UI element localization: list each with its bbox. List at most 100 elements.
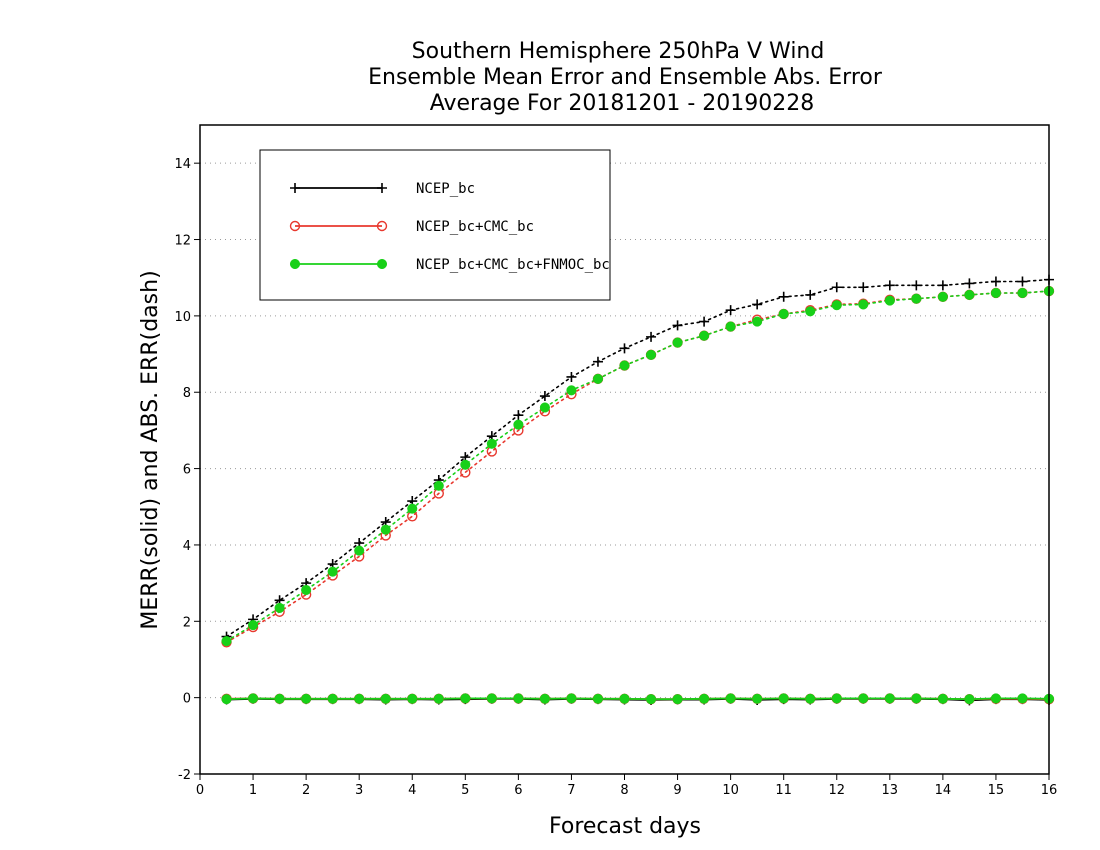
x-tick-label: 9 xyxy=(673,783,681,798)
y-tick-label: -2 xyxy=(178,768,191,783)
mean-error-point xyxy=(221,694,232,705)
mean-error-point xyxy=(911,693,922,704)
mean-error-point xyxy=(805,693,816,704)
abs-error-point xyxy=(513,419,524,430)
abs-error-point xyxy=(778,308,789,320)
x-axis-label: Forecast days xyxy=(549,814,701,839)
chart-title: Southern Hemisphere 250hPa V Wind Ensemb… xyxy=(368,39,883,116)
abs-error-point xyxy=(964,289,975,300)
mean-error-point xyxy=(274,693,285,704)
abs-error-point xyxy=(380,524,391,535)
y-axis-label: MERR(solid) and ABS. ERR(dash) xyxy=(138,270,163,629)
mean-error-point xyxy=(1017,693,1028,704)
abs-error-point xyxy=(619,360,630,371)
abs-error-point xyxy=(672,320,683,331)
title-line-3: Average For 20181201 - 20190228 xyxy=(430,91,815,116)
y-tick-label: 8 xyxy=(183,386,191,401)
abs-error-point xyxy=(752,299,763,310)
mean-error-point xyxy=(407,693,418,704)
mean-error-point xyxy=(592,693,604,704)
mean-error-point xyxy=(699,693,710,704)
abs-error-point xyxy=(831,300,842,311)
abs-error-point xyxy=(646,331,657,342)
abs-error-point xyxy=(805,289,816,300)
abs-error-point xyxy=(433,480,444,491)
abs-error-point xyxy=(805,306,816,317)
y-tick-label: 2 xyxy=(183,615,191,630)
abs-error-point xyxy=(672,337,683,348)
abs-error-line xyxy=(225,290,1050,642)
mean-error-point xyxy=(539,693,550,704)
abs-error-point xyxy=(592,373,604,384)
legend-marker xyxy=(289,220,301,232)
abs-error-point xyxy=(354,545,365,556)
y-tick-label: 14 xyxy=(174,157,191,172)
mean-error-point xyxy=(301,693,312,704)
mean-error-point xyxy=(354,693,365,704)
mean-error-point xyxy=(672,694,683,705)
abs-error-point xyxy=(990,287,1001,299)
abs-error-point xyxy=(964,278,975,289)
x-tick-label: 0 xyxy=(196,783,204,798)
abs-error-point xyxy=(831,282,842,293)
abs-error-point xyxy=(645,349,657,360)
legend-marker xyxy=(376,258,388,270)
x-tick-label: 5 xyxy=(461,783,469,798)
legend-label-ncep-cmc-fnmoc: NCEP_bc+CMC_bc+FNMOC_bc xyxy=(416,257,610,273)
x-tick-label: 8 xyxy=(620,783,628,798)
title-line-1: Southern Hemisphere 250hPa V Wind xyxy=(412,39,825,64)
x-tick-label: 4 xyxy=(408,783,416,798)
abs-error-point xyxy=(937,280,948,291)
legend-label-ncep-bc: NCEP_bc xyxy=(416,181,475,197)
x-tick-label: 2 xyxy=(302,783,310,798)
abs-error-point xyxy=(937,291,948,302)
abs-error-point xyxy=(911,280,922,291)
legend-marker xyxy=(290,183,300,193)
mean-error-point xyxy=(937,693,948,704)
abs-error-point xyxy=(699,316,710,327)
abs-error-point xyxy=(858,299,869,310)
abs-error-point xyxy=(858,282,869,293)
abs-error-point xyxy=(725,321,736,332)
title-line-2: Ensemble Mean Error and Ensemble Abs. Er… xyxy=(368,65,883,90)
legend-marker xyxy=(377,183,387,193)
mean-error-point xyxy=(884,693,895,704)
x-tick-label: 12 xyxy=(828,783,845,798)
legend-marker xyxy=(376,220,388,232)
mean-error-point xyxy=(858,693,869,704)
y-tick-label: 4 xyxy=(183,539,191,554)
abs-error-point xyxy=(274,602,285,613)
x-tick-label: 7 xyxy=(567,783,575,798)
mean-error-point xyxy=(619,693,630,704)
plot-data xyxy=(221,274,1055,706)
y-tick-label: 6 xyxy=(183,463,191,478)
x-tick-label: 11 xyxy=(775,783,792,798)
abs-error-point xyxy=(539,391,550,402)
abs-error-point xyxy=(566,385,577,396)
x-tick-label: 16 xyxy=(1041,783,1058,798)
legend-box xyxy=(259,149,611,301)
y-tick-label: 0 xyxy=(183,692,191,707)
mean-error-point xyxy=(460,693,471,704)
mean-error-point xyxy=(752,693,763,704)
abs-error-point xyxy=(911,293,922,304)
mean-error-point xyxy=(725,693,736,704)
abs-error-point xyxy=(539,402,550,413)
x-tick-label: 1 xyxy=(249,783,257,798)
y-tick-label: 10 xyxy=(174,310,191,325)
mean-error-point xyxy=(645,694,657,705)
abs-error-line xyxy=(225,278,1050,638)
abs-error-point xyxy=(566,371,577,382)
mean-error-point xyxy=(831,693,842,704)
abs-error-point xyxy=(778,291,789,302)
y-tick-label: 12 xyxy=(174,234,191,249)
mean-error-point xyxy=(778,693,789,704)
mean-error-point xyxy=(327,693,338,704)
mean-error-point xyxy=(513,693,524,704)
abs-error-point xyxy=(884,280,895,291)
legend-label-ncep-cmc: NCEP_bc+CMC_bc xyxy=(416,219,534,235)
abs-error-point xyxy=(460,459,471,470)
series-markers-2 xyxy=(221,286,1055,705)
